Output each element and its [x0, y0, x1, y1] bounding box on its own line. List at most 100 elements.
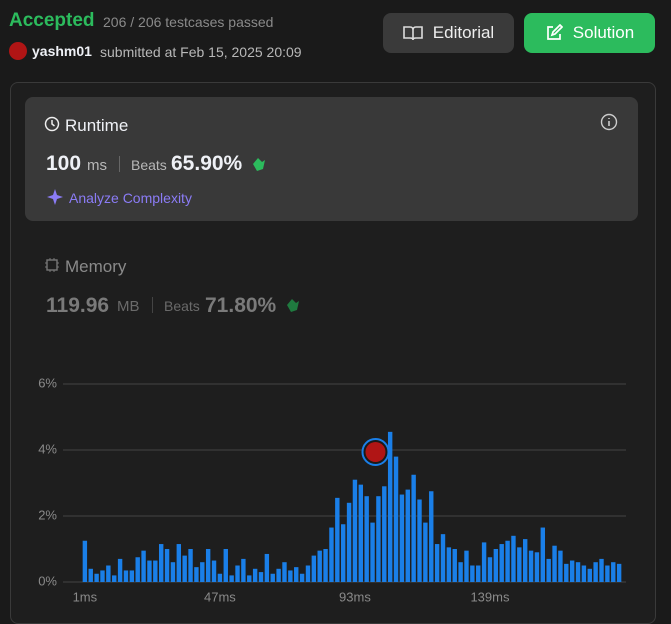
y-tick-label: 0%: [38, 573, 57, 588]
bar: [194, 567, 199, 582]
avatar[interactable]: [9, 42, 27, 60]
bar: [229, 575, 234, 582]
bar: [211, 560, 217, 582]
status: Accepted: [9, 10, 95, 31]
bar: [299, 573, 305, 582]
bar: [575, 562, 581, 582]
bar: [393, 456, 399, 582]
bar: [605, 565, 610, 582]
bar: [135, 557, 140, 582]
bar: [376, 496, 381, 582]
bar: [476, 565, 481, 582]
bar: [470, 565, 475, 582]
runtime-marker: [361, 438, 390, 466]
bar: [581, 565, 587, 582]
bar: [528, 550, 534, 582]
bar: [170, 562, 176, 582]
solution-button[interactable]: Solution: [524, 13, 655, 53]
bar: [481, 542, 487, 582]
bar: [423, 522, 428, 582]
bar: [305, 565, 311, 582]
bar: [123, 570, 129, 582]
bar: [382, 486, 387, 582]
analyze-link[interactable]: Analyze Complexity: [69, 190, 192, 206]
sparkle-icon: [47, 189, 63, 205]
runtime-unit: ms: [87, 157, 107, 174]
bar: [358, 484, 364, 582]
bar: [352, 479, 358, 582]
bar: [235, 565, 240, 582]
bar: [552, 545, 557, 582]
bar: [599, 558, 604, 582]
bar: [399, 494, 405, 582]
bar: [329, 527, 334, 582]
bar: [182, 555, 187, 582]
bar: [94, 573, 99, 582]
y-tick-label: 4%: [38, 441, 57, 456]
bar: [158, 544, 164, 582]
info-icon[interactable]: [600, 113, 618, 131]
runtime-card[interactable]: [25, 97, 638, 221]
bar: [440, 534, 446, 582]
bar: [569, 560, 575, 582]
bar: [223, 549, 228, 582]
bar: [446, 547, 452, 582]
bar: [405, 489, 410, 582]
divider: [152, 297, 153, 313]
runtime-value: 100: [46, 152, 82, 175]
username[interactable]: yashm01: [32, 43, 92, 59]
solution-label: Solution: [572, 23, 635, 42]
beats-label: Beats: [131, 157, 167, 173]
bar: [387, 431, 393, 582]
bar: [493, 549, 499, 582]
y-tick-label: 6%: [38, 375, 57, 390]
clap-icon: [287, 299, 299, 312]
bar: [593, 562, 598, 582]
x-tick-label: 47ms: [204, 589, 236, 604]
bar: [487, 557, 493, 582]
bar: [511, 535, 516, 582]
bar: [546, 558, 551, 582]
bar: [434, 544, 440, 582]
bar: [364, 496, 369, 582]
bar: [370, 522, 375, 582]
bar: [429, 491, 434, 582]
bar: [270, 573, 275, 582]
marker-part: [365, 442, 386, 462]
submitted: submitted at Feb 15, 2025 20:09: [100, 44, 302, 60]
bar: [82, 540, 88, 582]
bar: [452, 549, 457, 582]
bar: [264, 553, 270, 582]
bar: [340, 524, 346, 582]
bar: [247, 575, 252, 582]
bar: [100, 570, 105, 582]
memory-title: Memory: [65, 257, 127, 276]
bar: [411, 474, 416, 582]
bar: [505, 540, 510, 582]
x-tick-label: 1ms: [73, 589, 98, 604]
y-tick-label: 2%: [38, 507, 57, 522]
bar: [200, 562, 205, 582]
bar: [464, 550, 469, 582]
bar: [88, 568, 93, 582]
bar: [522, 539, 528, 582]
bar: [106, 565, 111, 582]
bar: [611, 562, 616, 582]
edit-icon: [546, 24, 563, 40]
bar: [564, 563, 569, 582]
bar: [205, 549, 211, 582]
beats-label: Beats: [164, 298, 200, 314]
bar: [241, 558, 246, 582]
bar: [276, 568, 281, 582]
bar: [311, 555, 317, 582]
x-tick-label: 93ms: [339, 589, 371, 604]
divider: [119, 156, 120, 172]
bar: [458, 562, 463, 582]
x-tick-label: 139ms: [470, 589, 510, 604]
editorial-button[interactable]: Editorial: [383, 13, 514, 53]
bar: [417, 499, 422, 582]
bar: [558, 550, 563, 582]
bar: [323, 549, 328, 582]
bar: [129, 570, 135, 582]
